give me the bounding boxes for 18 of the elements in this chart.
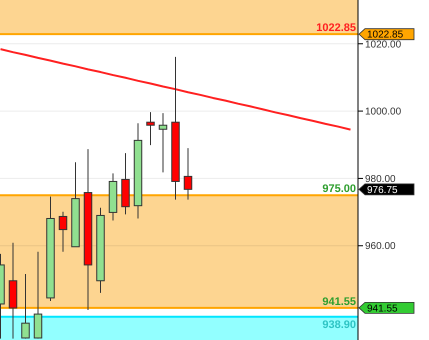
candlestick — [58, 211, 68, 252]
candlestick — [184, 148, 192, 200]
ref-line-label: 1022.85 — [316, 22, 356, 34]
text: 976.75 — [367, 184, 398, 196]
y-tick-label: 980.00 — [365, 174, 396, 185]
text: 1022.85 — [367, 30, 404, 41]
candlestick — [34, 251, 42, 340]
y-tick-label: 960.00 — [365, 241, 396, 252]
candlestick — [158, 112, 168, 173]
candlestick — [21, 274, 30, 340]
ref-line-label: 975.00 — [322, 183, 356, 196]
text: 941.55 — [367, 303, 398, 314]
ref-line-label: 941.55 — [322, 296, 356, 308]
line-series — [0, 48, 352, 131]
y-tick-label: 1000.00 — [365, 106, 402, 118]
candlestick — [146, 112, 155, 146]
y-tick-label: 1020.00 — [365, 39, 402, 50]
ref-line-label: 938.90 — [322, 318, 356, 331]
